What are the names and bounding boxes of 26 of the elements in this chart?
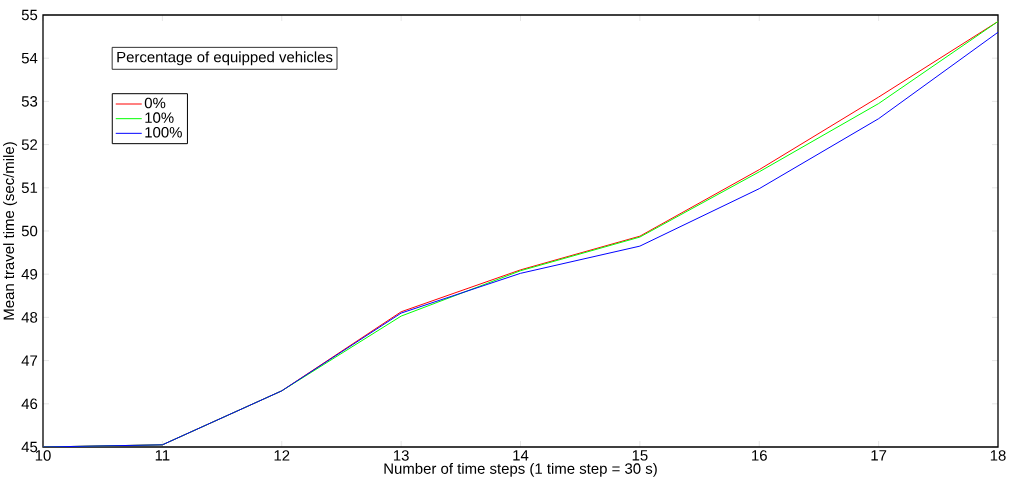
y-tick-label: 55 [21,9,38,21]
x-axis-title: Number of time steps (1 time step = 30 s) [384,462,657,477]
y-tick-label: 46 [21,398,38,410]
x-tick-label: 16 [752,450,767,461]
y-tick-label: 47 [21,355,38,366]
legend-label: 10% [145,112,174,123]
legend-label: 100% [145,126,182,138]
legend-title: Percentage of equipped vehicles [117,51,333,66]
x-tick-label: 11 [155,450,170,461]
y-tick-label: 48 [21,312,38,323]
y-tick-label: 49 [21,268,38,280]
x-tick-label: 18 [990,450,1006,461]
y-tick-label: 52 [21,139,38,150]
y-axis-title: Mean travel time (sec/mile) [3,142,18,320]
x-tick-label: 17 [871,450,887,461]
legend-label: 0% [144,97,166,109]
x-tick-label: 12 [274,450,290,461]
y-tick-label: 53 [21,96,38,107]
x-tick-label: 14 [513,450,529,461]
x-tick-label: 10 [35,450,51,461]
y-tick-label: 51 [21,182,38,194]
x-tick-label: 15 [632,450,648,461]
x-tick-label: 13 [393,450,409,461]
y-tick-label: 45 [21,441,38,453]
y-tick-label: 54 [21,52,38,64]
y-tick-label: 50 [21,225,38,237]
